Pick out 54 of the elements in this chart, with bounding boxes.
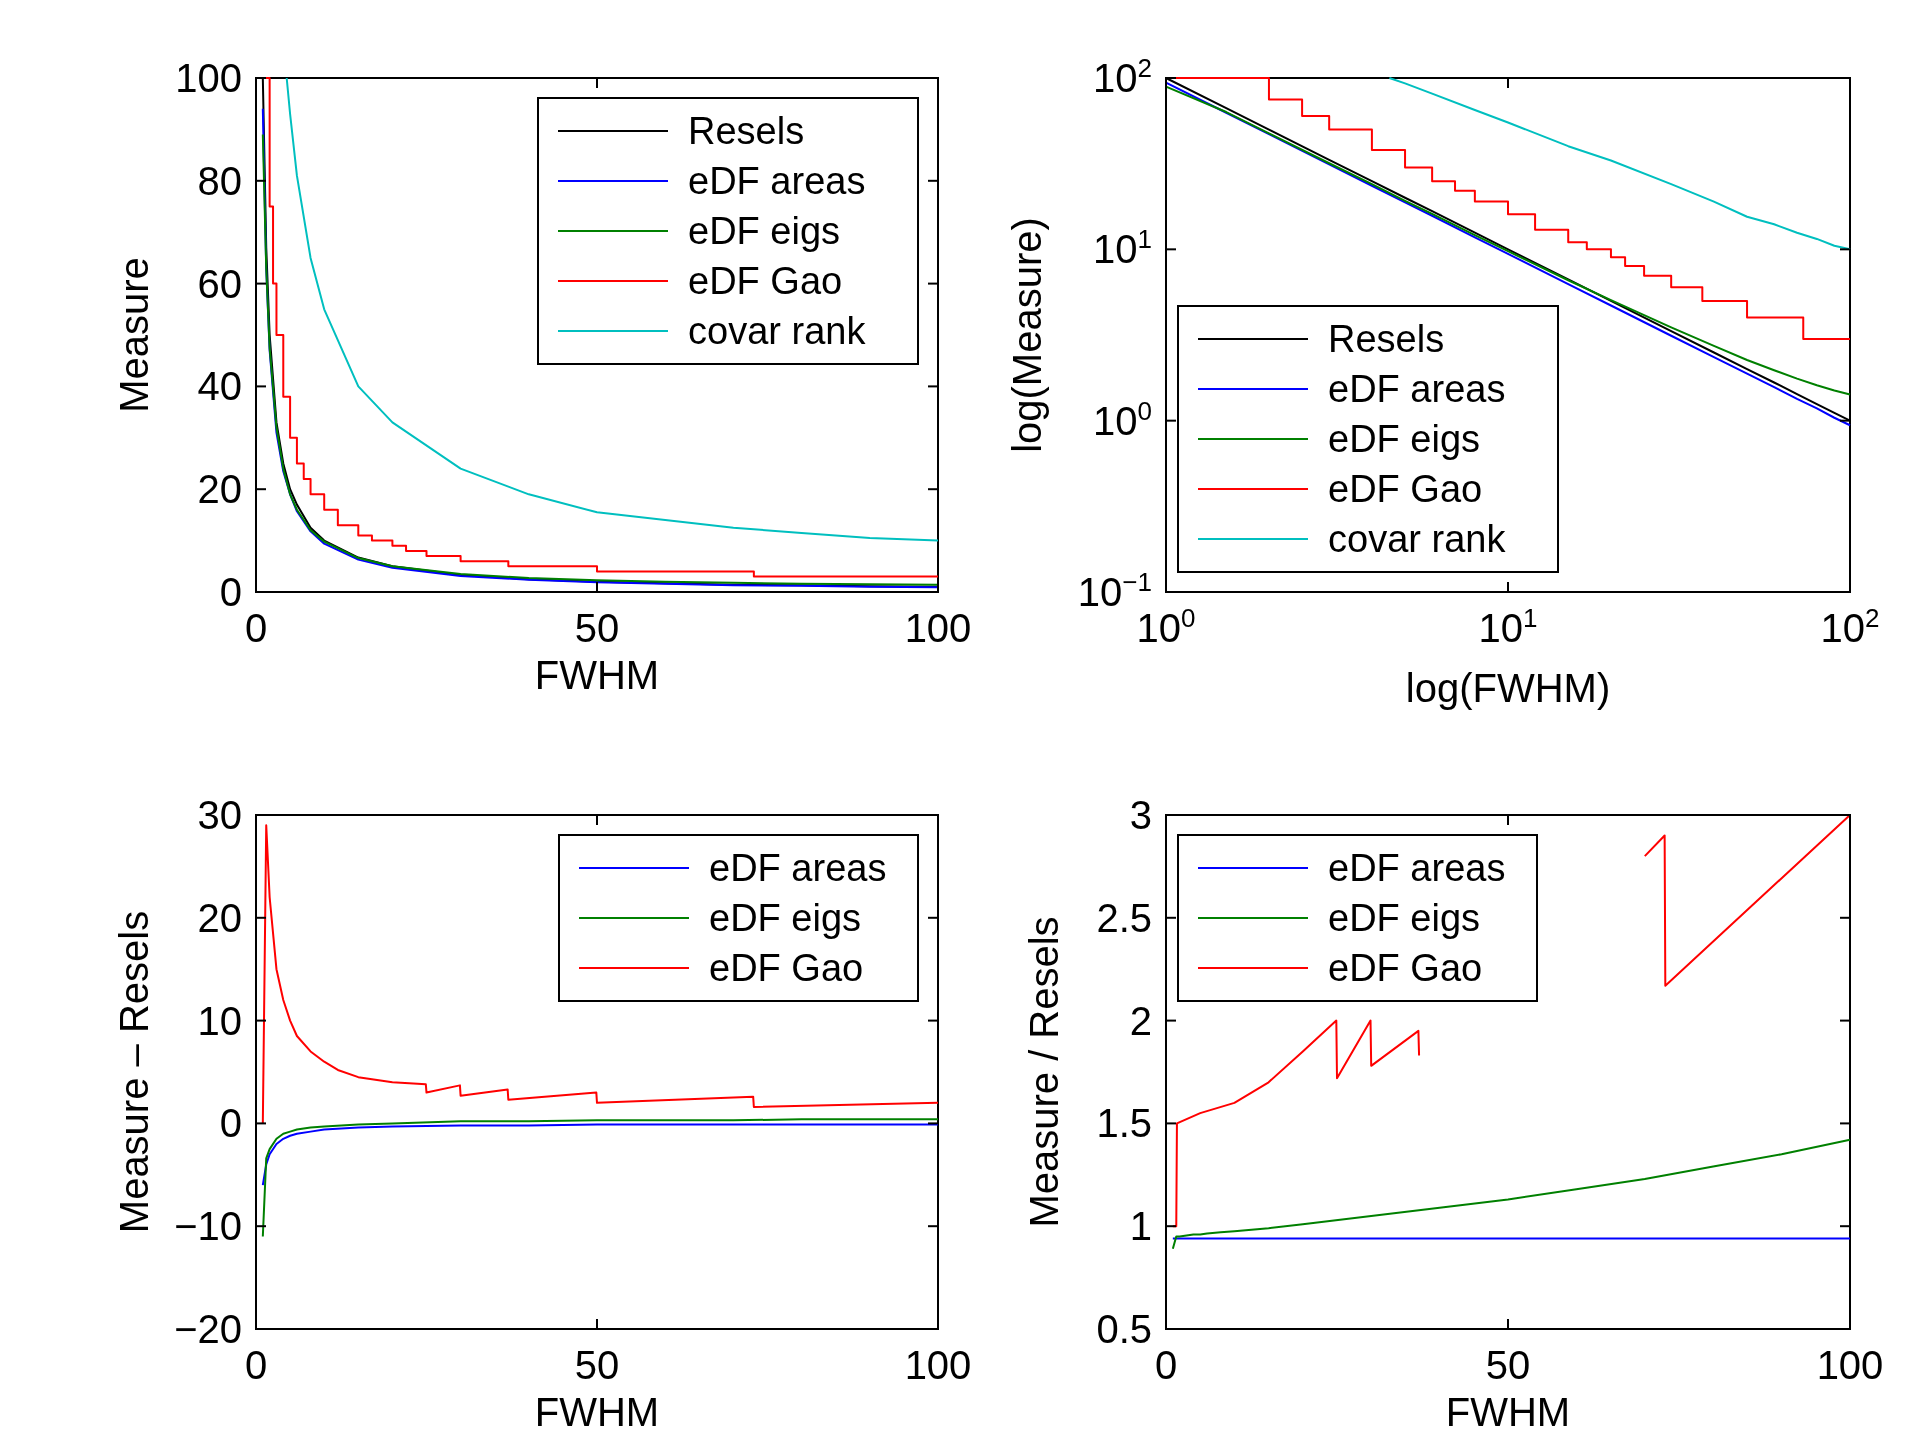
x-tick-label: 100: [1816, 1343, 1884, 1387]
legend-label: eDF Gao: [709, 947, 864, 989]
y-tick-label: 3: [1129, 793, 1152, 837]
y-tick-label: 20: [197, 895, 242, 940]
legend-label: eDF eigs: [688, 210, 841, 252]
legend-label: eDF areas: [1328, 368, 1506, 410]
legend-label: eDF eigs: [1328, 418, 1481, 460]
y-tick-label: −10: [174, 1204, 242, 1249]
y-tick-label: 0: [219, 1101, 242, 1146]
x-axis-title: log(FWHM): [1405, 666, 1611, 710]
y-tick-label: 80: [197, 158, 242, 203]
y-tick-label: 2: [1129, 998, 1152, 1043]
legend-label: eDF eigs: [1328, 897, 1481, 939]
legend-label: eDF areas: [688, 160, 866, 202]
y-tick-label: 20: [197, 467, 242, 512]
x-tick-label: 100: [904, 606, 972, 650]
y-tick-label: −20: [174, 1307, 242, 1351]
y-tick-label: 10: [197, 998, 242, 1043]
legend-label: eDF areas: [709, 847, 887, 889]
legend-label: Resels: [688, 110, 805, 152]
x-axis-title: FWHM: [1445, 1390, 1571, 1434]
y-axis-title: Measure – Resels: [112, 910, 156, 1234]
y-tick-label: 0.5: [1096, 1307, 1152, 1351]
x-tick-label: 50: [574, 606, 620, 650]
legend-label: eDF Gao: [688, 260, 843, 302]
y-axis-title: Measure: [112, 257, 156, 413]
legend-label: covar rank: [1328, 518, 1507, 560]
x-tick-label: 50: [574, 1343, 620, 1387]
y-tick-label: 10$^{−1}$: [1077, 567, 1152, 614]
y-tick-label: 40: [197, 364, 242, 409]
legend-label: eDF eigs: [709, 897, 862, 939]
y-tick-label: 1: [1129, 1204, 1152, 1249]
x-tick-label: 10$^{2}$: [1820, 603, 1880, 650]
y-tick-label: 10$^{0}$: [1093, 395, 1152, 443]
x-tick-label: 50: [1485, 1343, 1531, 1387]
y-tick-label: 10$^{1}$: [1093, 224, 1152, 272]
y-tick-label: 0: [219, 570, 242, 614]
x-tick-label: 100: [904, 1343, 972, 1387]
y-tick-label: 100: [175, 56, 242, 100]
legend-label: eDF Gao: [1328, 947, 1483, 989]
x-axis-title: FWHM: [534, 1390, 660, 1434]
y-tick-label: 2.5: [1096, 895, 1152, 940]
y-tick-label: 10$^{2}$: [1093, 53, 1152, 100]
y-tick-label: 1.5: [1096, 1101, 1152, 1146]
legend-label: Resels: [1328, 318, 1445, 360]
y-tick-label: 30: [197, 793, 242, 837]
legend-label: covar rank: [688, 310, 867, 352]
x-tick-label: 10$^{1}$: [1478, 603, 1538, 650]
y-axis-title: log(Measure): [1005, 217, 1049, 453]
legend-label: eDF areas: [1328, 847, 1506, 889]
legend-label: eDF Gao: [1328, 468, 1483, 510]
y-axis-title: Measure / Resels: [1022, 916, 1066, 1228]
y-tick-label: 60: [197, 261, 242, 306]
x-axis-title: FWHM: [534, 653, 660, 697]
